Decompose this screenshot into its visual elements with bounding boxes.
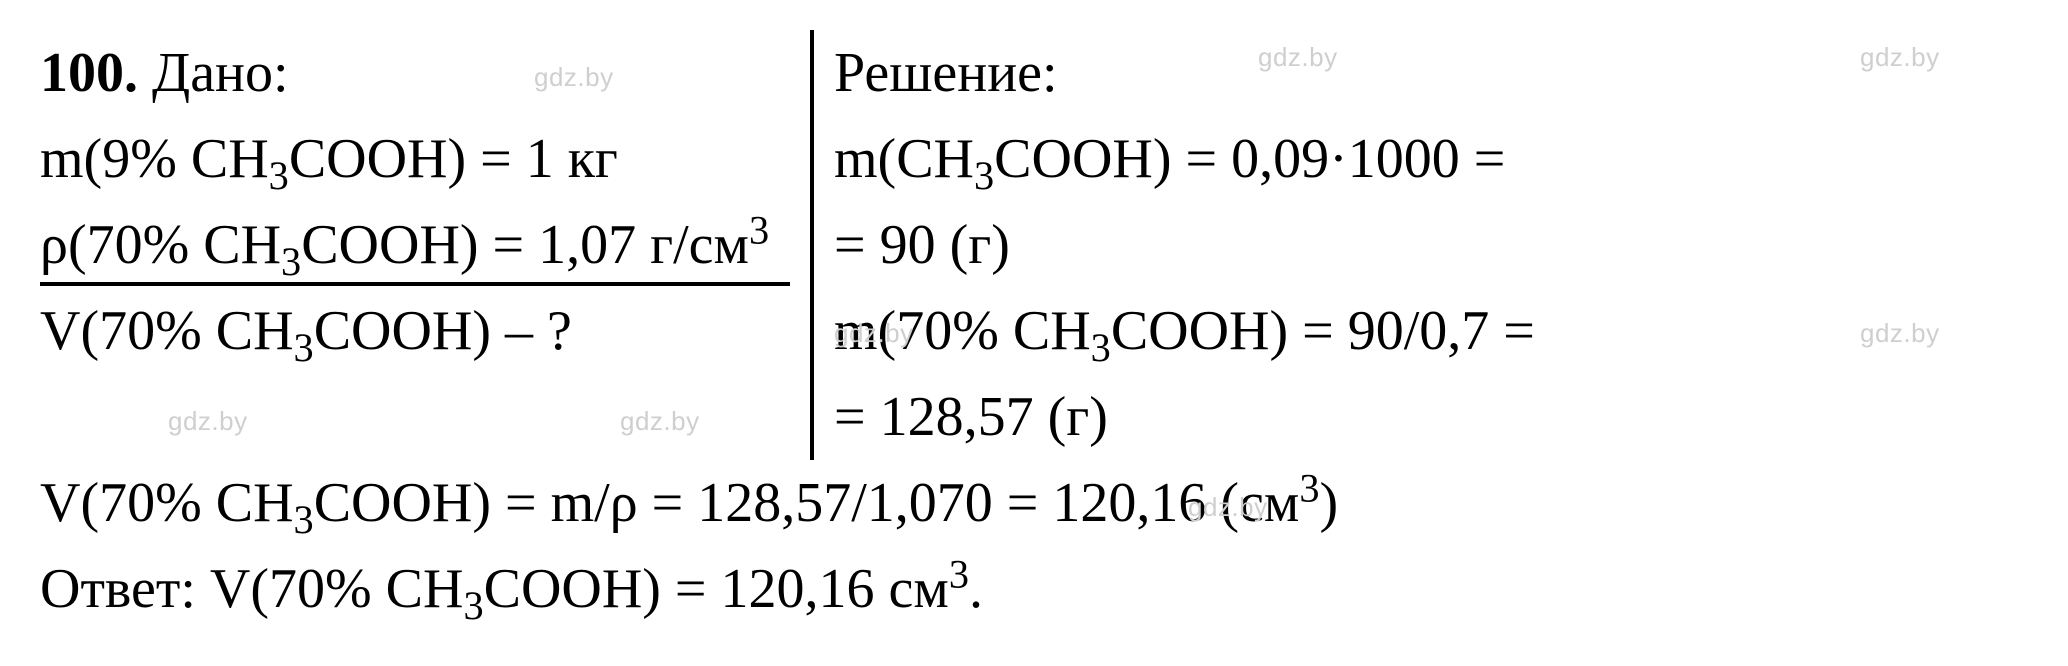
problem-page: 100. Дано: m(9% CH3COOH) = 1 кг ρ(70% CH… — [0, 0, 2068, 632]
solution-line-3: m(70% CH3COOH) = 90/0,7 = — [834, 288, 2028, 374]
given-header: 100. Дано: — [40, 30, 790, 116]
find-line: V(70% CH3COOH) – ? — [40, 288, 790, 374]
full-line-1: V(70% CH3COOH) = m/ρ = 128,57/1,070 = 12… — [40, 460, 2028, 546]
given-label: Дано: — [152, 42, 289, 104]
answer-line: Ответ: V(70% CH3COOH) = 120,16 см3. — [40, 546, 2028, 632]
given-line-1: m(9% CH3COOH) = 1 кг — [40, 116, 790, 202]
two-column-block: 100. Дано: m(9% CH3COOH) = 1 кг ρ(70% CH… — [40, 30, 2028, 460]
given-column: 100. Дано: m(9% CH3COOH) = 1 кг ρ(70% CH… — [40, 30, 810, 460]
given-line-2: ρ(70% CH3COOH) = 1,07 г/см3 — [40, 202, 790, 288]
solution-label: Решение: — [834, 30, 2028, 116]
solution-column: Решение: m(CH3COOH) = 0,09·1000 = = 90 (… — [810, 30, 2028, 460]
solution-line-4: = 128,57 (г) — [834, 374, 2028, 460]
solution-line-2: = 90 (г) — [834, 202, 2028, 288]
problem-number: 100. — [40, 42, 138, 104]
solution-line-1: m(CH3COOH) = 0,09·1000 = — [834, 116, 2028, 202]
